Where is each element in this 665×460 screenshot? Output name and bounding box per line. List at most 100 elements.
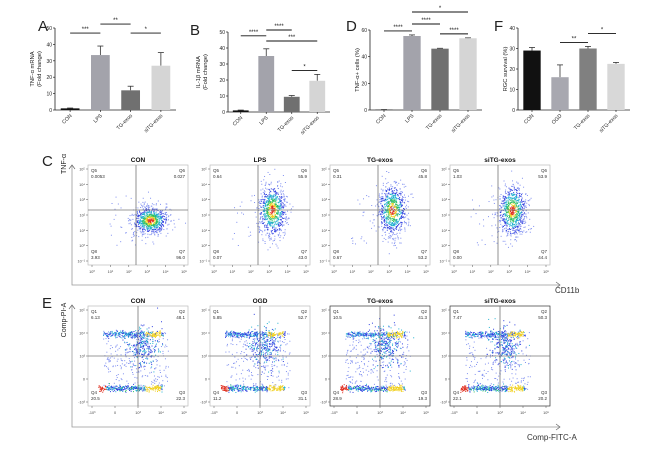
plot-frame [329, 164, 431, 266]
x-tick-label: 10⁴ [405, 270, 411, 274]
x-tick-label: 10⁵ [423, 411, 429, 415]
x-tick-label: 10⁴ [400, 411, 406, 415]
flow-e-x-axis-label: Comp-FITC-A [527, 433, 577, 442]
plot-title: OGD [253, 298, 268, 305]
plot-title: siTG-exos [484, 298, 516, 305]
quadrant-value: 5.85 [213, 315, 222, 320]
quadrant-value: 22.3 [176, 396, 185, 401]
quadrant-value: 10.5 [333, 315, 342, 320]
x-tick-label: 10⁴ [285, 270, 291, 274]
quadrant-value: 0.67 [333, 255, 342, 260]
x-tick-label: siTG-exos [300, 115, 321, 136]
quadrant-value: 44.4 [538, 255, 547, 260]
y-tick-label: 60 [361, 28, 367, 34]
quadrant-value: 20.5 [91, 396, 100, 401]
x-tick-label: -10³ [211, 411, 218, 415]
y-tick-label: 10⁴ [201, 183, 207, 187]
significance-label: **** [421, 18, 431, 24]
quadrant-value: 0.31 [333, 174, 342, 179]
significance-label: ** [113, 18, 118, 24]
x-tick-label: LPS [404, 113, 416, 125]
y-tick-label: 0 [364, 108, 367, 114]
y-axis-label: TNF-α+ cells (%) [355, 48, 361, 92]
quadrant-value: 0.00 [453, 255, 462, 260]
y-tick-label: 10³ [322, 198, 328, 202]
x-tick-label: 10³ [266, 270, 272, 274]
y-tick-label: 10¹ [442, 229, 448, 233]
y-axis-label: TNF-α mRNA [30, 51, 36, 86]
y-tick-label: 10⁴ [321, 183, 327, 187]
x-tick-label: 10⁵ [543, 411, 549, 415]
y-tick-label: 20 [219, 78, 225, 84]
x-tick-label: OGD [551, 113, 564, 126]
quadrant-value: 0.07 [213, 255, 222, 260]
quadrant-name: Q1 [333, 309, 340, 314]
quadrant-name: Q1 [453, 309, 460, 314]
x-tick-label: 10³ [497, 411, 503, 415]
y-tick-label: 40 [509, 26, 515, 32]
significance-label: ** [572, 36, 577, 42]
x-tick-label: 10³ [506, 270, 512, 274]
panel-label-a: A [38, 18, 49, 35]
y-tick-label: 10³ [322, 355, 328, 359]
y-tick-label: 10⁴ [79, 183, 85, 187]
y-tick-label: 10⁵ [441, 309, 447, 313]
y-axis-label: IL-1β mRNA [196, 56, 202, 88]
x-tick-label: CON [232, 115, 245, 128]
x-tick-label: 10² [488, 270, 494, 274]
x-tick-label: 10⁴ [520, 411, 526, 415]
quadrant-name: Q4 [91, 390, 98, 395]
x-tick-label: TG-exos [573, 113, 592, 132]
quadrant-value: 53.9 [538, 174, 547, 179]
y-tick-label: 10 [219, 94, 225, 100]
quadrant-value: 48.1 [176, 315, 185, 320]
x-tick-label: 10⁵ [303, 411, 309, 415]
quadrant-name: Q7 [179, 249, 186, 254]
quadrant-name: Q8 [213, 249, 220, 254]
y-tick-label: 40 [219, 46, 225, 52]
panel-label-f: F [494, 18, 504, 35]
x-tick-label: 10⁵ [181, 411, 187, 415]
quadrant-name: Q6 [179, 168, 186, 173]
y-tick-label: 10⁻¹ [320, 260, 328, 264]
x-tick-label: 10⁰ [211, 270, 217, 274]
y-tick-label: 10⁵ [441, 168, 447, 172]
x-tick-label: TG-exos [116, 113, 135, 132]
y-tick-label: 50 [219, 30, 225, 36]
x-tick-label: 10³ [257, 411, 263, 415]
x-tick-label: siTG-exos [450, 113, 471, 134]
quadrant-value: 20.2 [538, 396, 547, 401]
x-tick-label: CON [375, 113, 388, 126]
quadrant-name: Q2 [301, 309, 308, 314]
y-tick-label: 50 [46, 26, 52, 32]
y-tick-label: 10² [202, 214, 208, 218]
y-tick-label: 10⁵ [321, 309, 327, 313]
density-points [232, 168, 294, 251]
bar-con [232, 110, 249, 112]
x-tick-label: 10³ [144, 270, 150, 274]
y-tick-label: 10⁴ [441, 332, 447, 336]
y-tick-label: 10³ [202, 355, 208, 359]
quadrant-value: 53.2 [418, 255, 427, 260]
x-tick-label: 10⁴ [158, 411, 164, 415]
plot-title: CON [131, 298, 146, 305]
x-tick-label: -10³ [451, 411, 458, 415]
flow-c-axes [71, 165, 560, 286]
bar-tg-exos [431, 48, 449, 110]
x-tick-label: 10⁰ [451, 270, 457, 274]
bar-con [523, 50, 541, 110]
y-tick-label: 10² [442, 214, 448, 218]
x-tick-label: 10² [368, 270, 374, 274]
y-tick-label: 30 [509, 47, 515, 53]
density-points [460, 318, 531, 393]
quadrant-value: 3.93 [91, 255, 100, 260]
arrow-right-icon [555, 281, 561, 289]
x-tick-label: 10⁴ [280, 411, 286, 415]
